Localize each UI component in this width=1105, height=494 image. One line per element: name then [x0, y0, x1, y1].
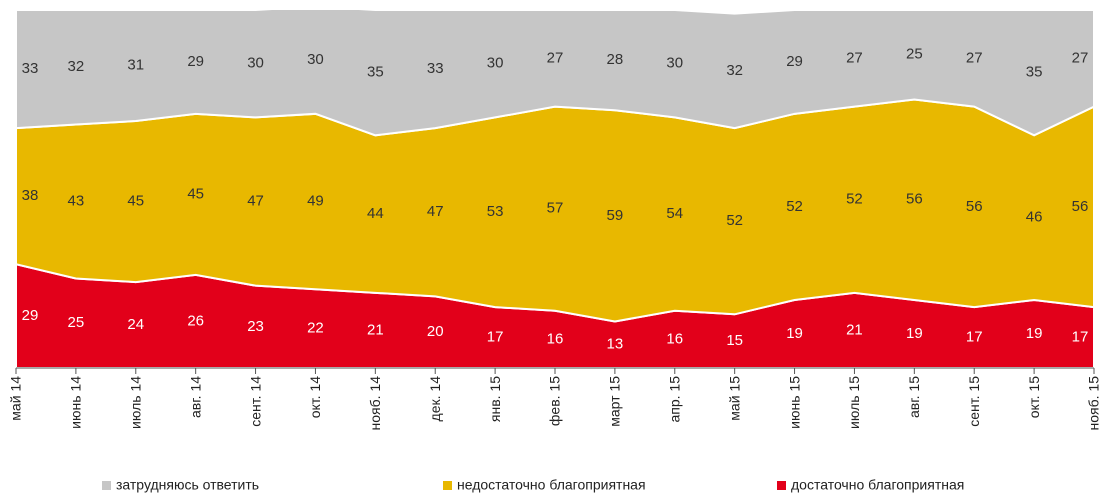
data-label: 45 [187, 185, 204, 202]
data-label: 29 [786, 53, 803, 70]
data-label: 13 [607, 336, 624, 353]
data-label: 53 [487, 203, 504, 220]
data-label: 45 [127, 192, 144, 209]
data-label: 23 [247, 318, 264, 335]
legend-label: достаточно благоприятная [791, 477, 964, 493]
data-label: 26 [187, 312, 204, 329]
x-tick-label: апр. 15 [666, 376, 682, 423]
data-label: 25 [906, 46, 923, 63]
data-label: 56 [1072, 198, 1089, 215]
data-label: 30 [666, 55, 683, 72]
x-tick-label: окт. 15 [1026, 376, 1042, 418]
x-tick-label: дек. 14 [427, 376, 443, 422]
data-label: 19 [1026, 325, 1043, 342]
data-label: 19 [906, 325, 923, 342]
data-label: 27 [966, 49, 983, 66]
x-tick-label: июль 15 [846, 376, 862, 429]
data-label: 22 [307, 320, 324, 337]
data-label: 44 [367, 205, 384, 222]
data-label: 20 [427, 323, 444, 340]
data-label: 52 [726, 212, 743, 229]
data-label: 17 [966, 329, 983, 346]
x-tick-label: фев. 15 [547, 376, 563, 426]
x-tick-label: май 15 [726, 376, 742, 421]
legend-swatch [777, 481, 786, 490]
data-label: 27 [1072, 49, 1089, 66]
area [16, 10, 1094, 137]
x-tick-label: май 14 [8, 376, 24, 421]
data-label: 16 [666, 330, 683, 347]
data-label: 30 [487, 55, 504, 72]
data-label: 28 [607, 51, 624, 68]
data-label: 19 [786, 325, 803, 342]
data-label: 17 [487, 329, 504, 346]
data-label: 38 [22, 187, 39, 204]
data-label: 33 [427, 60, 444, 77]
data-label: 43 [68, 192, 85, 209]
data-label: 35 [1026, 64, 1043, 81]
x-tick-label: авг. 14 [187, 376, 203, 418]
data-label: 57 [547, 200, 564, 217]
x-tick-label: июнь 14 [68, 376, 84, 429]
data-label: 47 [247, 192, 264, 209]
data-label: 29 [22, 307, 39, 324]
x-tick-label: авг. 15 [906, 376, 922, 418]
data-label: 52 [786, 198, 803, 215]
data-label: 27 [547, 49, 564, 66]
x-tick-label: июль 14 [127, 376, 143, 429]
data-label: 21 [846, 321, 863, 338]
x-tick-label: янв. 15 [487, 376, 503, 422]
data-label: 27 [846, 49, 863, 66]
x-tick-label: окт. 14 [307, 376, 323, 418]
legend-swatch [102, 481, 111, 490]
x-tick-label: нояб. 15 [1086, 376, 1102, 431]
x-tick-label: нояб. 14 [367, 376, 383, 431]
data-label: 49 [307, 192, 324, 209]
data-label: 56 [906, 191, 923, 208]
data-label: 33 [22, 60, 39, 77]
data-label: 25 [68, 314, 85, 331]
legend-label: затрудняюсь ответить [116, 477, 259, 493]
legend-swatch [443, 481, 452, 490]
x-tick-label: сент. 15 [966, 376, 982, 427]
data-label: 52 [846, 191, 863, 208]
x-tick-label: март 15 [607, 376, 623, 427]
data-label: 32 [68, 58, 85, 75]
data-label: 47 [427, 203, 444, 220]
legend-label: недостаточно благоприятная [457, 477, 646, 493]
data-label: 30 [307, 51, 324, 68]
data-label: 59 [607, 207, 624, 224]
data-label: 16 [547, 330, 564, 347]
x-tick-label: июнь 15 [786, 376, 802, 429]
x-tick-label: сент. 14 [247, 376, 263, 427]
data-label: 17 [1072, 329, 1089, 346]
data-label: 32 [726, 62, 743, 79]
plot-area [16, 10, 1094, 368]
data-label: 24 [127, 316, 144, 333]
data-label: 46 [1026, 209, 1043, 226]
data-label: 30 [247, 55, 264, 72]
data-label: 54 [666, 205, 683, 222]
data-label: 35 [367, 64, 384, 81]
data-label: 21 [367, 321, 384, 338]
data-label: 56 [966, 198, 983, 215]
data-label: 31 [127, 56, 144, 73]
data-label: 29 [187, 53, 204, 70]
data-label: 15 [726, 332, 743, 349]
